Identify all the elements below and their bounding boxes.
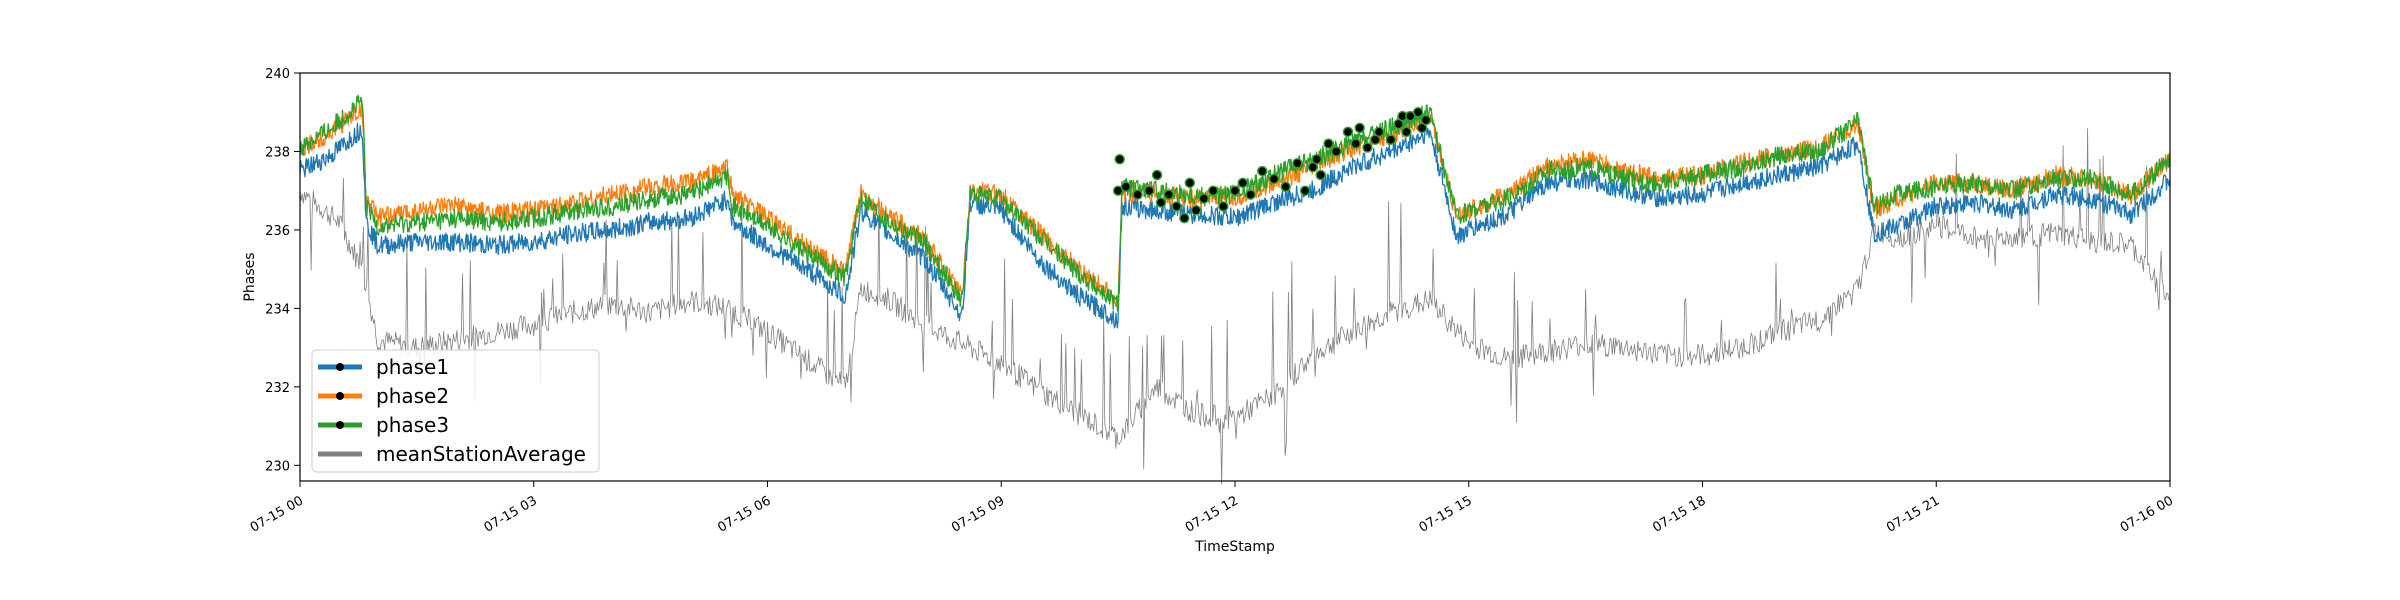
flagged-point-marker — [1155, 197, 1167, 208]
legend-marker-icon — [336, 421, 344, 429]
legend-box — [311, 349, 600, 473]
flagged-point-marker — [1207, 185, 1219, 196]
flagged-point-marker — [1280, 181, 1291, 193]
flagged-point-marker — [1257, 165, 1268, 177]
x-axis-label: TimeStamp — [1194, 539, 1275, 555]
y-tick-label: 240 — [265, 67, 290, 82]
flagged-point-marker — [1171, 201, 1182, 212]
flagged-markers — [1112, 106, 1432, 224]
flagged-point-marker — [1373, 126, 1385, 138]
flagged-point-marker — [1362, 142, 1373, 153]
legend-label-phase1: phase1 — [376, 355, 449, 379]
x-tick-label: 07-15 03 — [482, 493, 540, 535]
x-tick-label: 07-15 21 — [1884, 493, 1942, 535]
flagged-point-marker — [1163, 189, 1175, 200]
y-tick-label: 236 — [265, 224, 290, 239]
y-tick-label: 238 — [265, 145, 290, 160]
legend-label-phase3: phase3 — [376, 413, 449, 437]
legend-label-meanStationAverage: meanStationAverage — [376, 442, 586, 466]
y-axis-ticks: 230 232 234 236 238 240 — [265, 67, 300, 474]
flagged-point-marker — [1420, 114, 1432, 126]
flagged-point-marker — [1114, 154, 1125, 165]
x-tick-label: 07-15 12 — [1183, 493, 1241, 535]
flagged-point-marker — [1120, 181, 1132, 193]
flagged-point-marker — [1412, 106, 1424, 118]
x-tick-label: 07-16 00 — [2118, 493, 2176, 535]
legend-label-phase2: phase2 — [376, 384, 449, 408]
flagged-point-marker — [1342, 126, 1354, 138]
flagged-point-marker — [1179, 212, 1190, 224]
legend-marker-icon — [336, 363, 344, 371]
x-tick-label: 07-15 06 — [715, 493, 773, 535]
flagged-point-marker — [1323, 138, 1334, 149]
flagged-point-marker — [1184, 177, 1196, 189]
y-tick-label: 232 — [265, 381, 290, 396]
flagged-point-marker — [1151, 169, 1163, 181]
flagged-point-marker — [1198, 193, 1210, 204]
y-tick-label: 230 — [265, 459, 290, 474]
flagged-point-marker — [1350, 138, 1362, 149]
flagged-point-marker — [1144, 185, 1155, 196]
flagged-point-marker — [1268, 173, 1280, 185]
legend: phase1 phase2 phase3 meanStationAverage — [311, 349, 600, 473]
x-tick-label: 07-15 00 — [248, 493, 306, 535]
y-tick-label: 234 — [265, 302, 290, 317]
flagged-point-marker — [1299, 185, 1311, 196]
flagged-point-marker — [1237, 177, 1249, 189]
flagged-point-marker — [1354, 122, 1365, 134]
flagged-point-marker — [1132, 189, 1143, 200]
series-line-phase1 — [299, 122, 2171, 329]
flagged-point-marker — [1190, 205, 1202, 216]
legend-marker-icon — [336, 392, 344, 400]
y-axis-label: Phases — [242, 252, 258, 301]
flagged-point-marker — [1311, 154, 1323, 165]
x-tick-label: 07-15 09 — [949, 493, 1007, 535]
flagged-point-marker — [1331, 146, 1342, 157]
flagged-point-marker — [1245, 189, 1256, 200]
x-axis-ticks: 07-15 00 07-15 03 07-15 06 07-15 09 07-15 12… — [248, 481, 2176, 536]
x-tick-label: 07-15 15 — [1417, 493, 1475, 535]
flagged-point-marker — [1385, 134, 1397, 145]
flagged-point-marker — [1229, 185, 1241, 196]
series-line-meanStationAverage — [299, 128, 2171, 485]
x-tick-label: 07-15 18 — [1650, 493, 1708, 535]
flagged-point-marker — [1218, 201, 1229, 212]
flagged-point-marker — [1315, 169, 1326, 181]
series-line-phase3 — [299, 94, 2171, 313]
flagged-point-marker — [1292, 157, 1303, 169]
flagged-point-marker — [1401, 126, 1412, 138]
